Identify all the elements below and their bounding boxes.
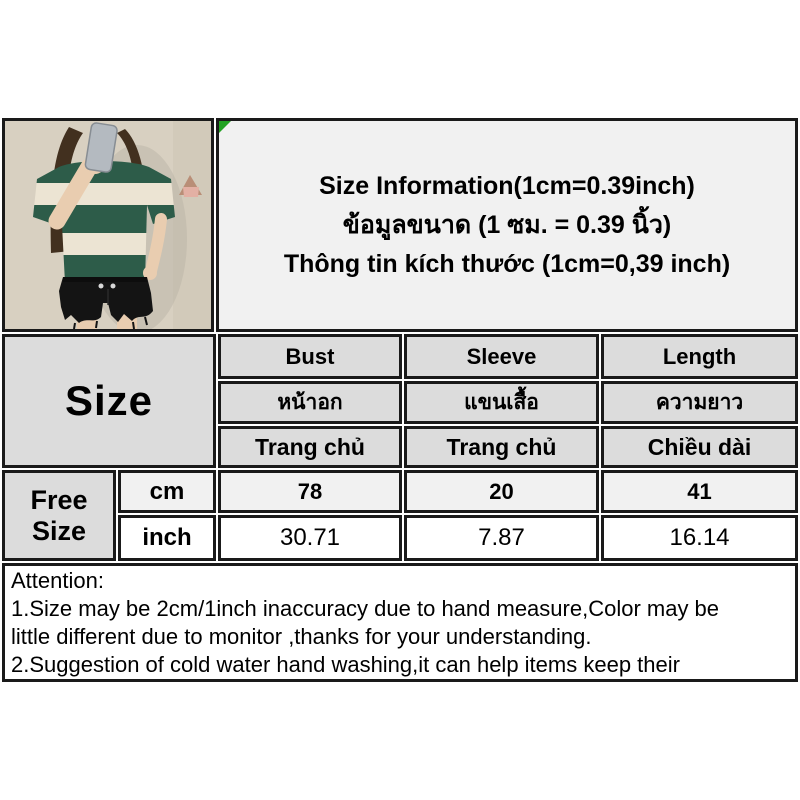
- value-length-cm: 41: [601, 470, 798, 513]
- green-corner-marker: [219, 121, 231, 133]
- column-header-length-th: ความยาว: [601, 381, 798, 424]
- column-header-bust-vi: Trang chủ: [218, 426, 402, 468]
- column-header-sleeve: Sleeve: [404, 334, 599, 379]
- wall-decor: [179, 175, 202, 197]
- value-bust-cm: 78: [218, 470, 402, 513]
- column-header-sleeve-vi: Trang chủ: [404, 426, 599, 468]
- attention-line-3: 2.Suggestion of cold water hand washing,…: [11, 652, 680, 677]
- column-header-sleeve-th: แขนเสื้อ: [404, 381, 599, 424]
- value-sleeve-cm: 20: [404, 470, 599, 513]
- attention-line-2: little different due to monitor ,thanks …: [11, 624, 592, 649]
- size-info-title: Size Information(1cm=0.39inch) ข้อมูลขนา…: [216, 118, 798, 332]
- value-length-inch: 16.14: [601, 515, 798, 561]
- top-row: Size Information(1cm=0.39inch) ข้อมูลขนา…: [2, 118, 798, 332]
- value-bust-inch: 30.71: [218, 515, 402, 561]
- column-header-bust: Bust: [218, 334, 402, 379]
- phone: [84, 122, 118, 173]
- size-chart-sheet: Size Information(1cm=0.39inch) ข้อมูลขนา…: [2, 118, 798, 682]
- model-photo: [2, 118, 214, 332]
- attention-line-1: 1.Size may be 2cm/1inch inaccuracy due t…: [11, 596, 720, 621]
- raised-arm: [48, 158, 98, 230]
- column-header-length-vi: Chiều dài: [601, 426, 798, 468]
- model-photo-illustration: [5, 121, 211, 329]
- title-line-vi: Thông tin kích thước (1cm=0,39 inch): [283, 249, 731, 278]
- value-sleeve-inch: 7.87: [404, 515, 599, 561]
- size-table: Size Bust Sleeve Length หน้าอก แขนเสื้อ …: [2, 334, 798, 561]
- title-line-th: ข้อมูลขนาด (1 ซม. = 0.39 นิ้ว): [342, 210, 672, 239]
- unit-label-inch: inch: [118, 515, 216, 561]
- attention-note: Attention: 1.Size may be 2cm/1inch inacc…: [2, 563, 798, 682]
- title-line-en: Size Information(1cm=0.39inch): [319, 171, 695, 200]
- column-header-length: Length: [601, 334, 798, 379]
- column-header-bust-th: หน้าอก: [218, 381, 402, 424]
- unit-label-cm: cm: [118, 470, 216, 513]
- shorts: [59, 277, 153, 323]
- row-header-free-size: Free Size: [2, 470, 116, 561]
- fray-threads: [73, 316, 148, 329]
- size-header-cell: Size: [2, 334, 216, 468]
- shorts-button: [98, 283, 104, 289]
- attention-heading: Attention:: [11, 568, 104, 593]
